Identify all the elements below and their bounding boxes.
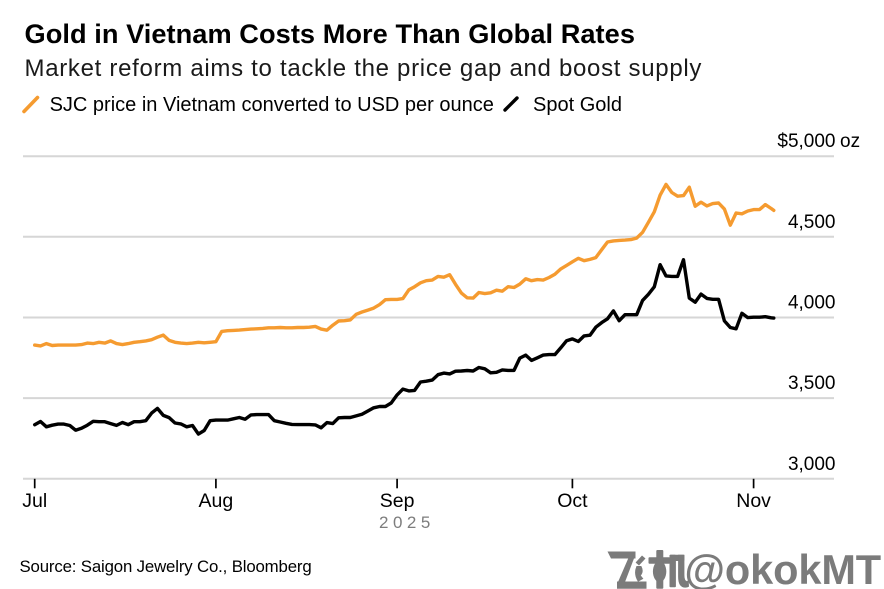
svg-text:3,000: 3,000: [788, 454, 836, 475]
svg-text:oz: oz: [840, 131, 860, 152]
svg-text:Aug: Aug: [199, 490, 234, 512]
svg-text:SJC price in Vietnam converted: SJC price in Vietnam converted to USD pe…: [50, 94, 494, 116]
svg-text:Jul: Jul: [22, 490, 47, 512]
svg-text:Spot Gold: Spot Gold: [533, 94, 622, 116]
svg-text:4,500: 4,500: [788, 212, 836, 233]
svg-text:$5,000: $5,000: [777, 131, 835, 152]
svg-text:2025: 2025: [379, 513, 435, 532]
svg-text:Oct: Oct: [557, 490, 588, 512]
svg-text:4,000: 4,000: [788, 293, 836, 314]
svg-text:Sep: Sep: [380, 490, 415, 512]
svg-text:Nov: Nov: [736, 490, 771, 512]
svg-text:3,500: 3,500: [788, 373, 836, 394]
svg-text:@okokMT: @okokMT: [685, 546, 882, 589]
